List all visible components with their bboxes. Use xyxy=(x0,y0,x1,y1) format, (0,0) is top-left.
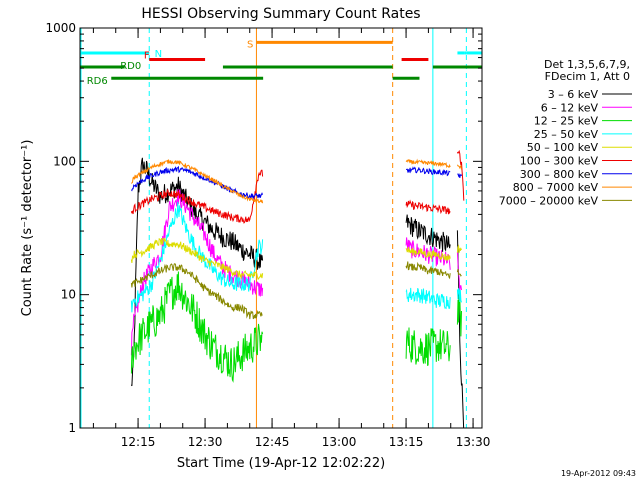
plot-frame xyxy=(79,27,483,429)
flag-label-F: F xyxy=(144,51,150,62)
legend-label: 800 – 7000 keV xyxy=(513,181,599,194)
series-segment xyxy=(456,268,462,277)
series-25-50keV xyxy=(130,201,462,313)
legend-label: 3 – 6 keV xyxy=(548,88,599,101)
series-segment xyxy=(130,165,264,199)
series-segment xyxy=(131,159,264,204)
chart-title: HESSI Observing Summary Count Rates xyxy=(141,6,420,22)
flag-label-N: N xyxy=(155,49,162,60)
legend-label: 25 – 50 keV xyxy=(534,128,599,141)
series-100-300keV xyxy=(130,149,465,224)
series-segment xyxy=(405,287,451,310)
legend-header: Det 1,3,5,6,7,9, xyxy=(544,58,630,71)
series-segment xyxy=(456,164,462,170)
timestamp: 19-Apr-2012 09:43 xyxy=(561,469,636,478)
legend-label: 12 – 25 keV xyxy=(534,115,599,128)
series-segment xyxy=(457,173,462,178)
series-segment xyxy=(130,271,264,383)
x-tick-label: 13:30 xyxy=(456,435,491,449)
series-segment xyxy=(406,166,451,177)
legend-label: 6 – 12 keV xyxy=(541,101,599,114)
series-segment xyxy=(405,214,451,252)
series-segment xyxy=(456,244,462,253)
series-segment xyxy=(456,288,462,303)
y-tick-label: 100 xyxy=(53,154,76,168)
y-tick-label: 1000 xyxy=(45,21,76,35)
series-segment xyxy=(405,199,451,215)
series-segment xyxy=(405,261,451,280)
flag-bars: NF S RD0 RD6 xyxy=(80,39,482,87)
series-segment xyxy=(405,327,451,367)
series-group xyxy=(130,149,465,428)
legend-label: 300 – 800 keV xyxy=(520,168,599,181)
series-segment xyxy=(405,158,451,169)
x-tick-label: 12:45 xyxy=(255,435,290,449)
series-300-800keV xyxy=(130,165,462,199)
series-segment xyxy=(130,169,264,224)
series-7000-20000keV xyxy=(130,261,462,320)
series-segment xyxy=(130,263,263,320)
x-tick-label: 13:15 xyxy=(389,435,424,449)
x-tick-label: 12:15 xyxy=(121,435,156,449)
y-tick-label: 10 xyxy=(61,288,76,302)
mode-change-lines xyxy=(80,28,467,428)
flag-label-RD6: RD6 xyxy=(87,76,108,87)
flag-label-S: S xyxy=(247,39,253,50)
flag-label-RD0: RD0 xyxy=(120,61,141,72)
legend-header: FDecim 1, Att 0 xyxy=(545,70,630,83)
series-segment xyxy=(456,149,465,201)
x-tick-label: 13:00 xyxy=(322,435,357,449)
x-tick-label: 12:30 xyxy=(188,435,223,449)
legend-label: 100 – 300 keV xyxy=(520,155,599,168)
series-6-12keV xyxy=(130,189,462,356)
y-axis-label: Count Rate (s⁻¹ detector⁻¹) xyxy=(20,140,35,317)
series-800-7000keV xyxy=(131,158,462,204)
legend: Det 1,3,5,6,7,9,FDecim 1, Att 0 3 – 6 keV… xyxy=(499,58,632,207)
series-segment xyxy=(456,251,462,292)
x-axis-ticks: 12:15 12:30 12:45 13:00 13:15 13:30 xyxy=(92,28,491,449)
series-segment xyxy=(130,157,264,387)
y-axis-ticks: 1 10 100 1000 xyxy=(45,21,482,435)
series-12-25keV xyxy=(130,271,462,383)
series-segment xyxy=(405,247,451,261)
legend-label: 7000 – 20000 keV xyxy=(499,194,599,207)
series-50-100keV xyxy=(130,237,462,280)
series-segment xyxy=(130,201,264,313)
series-segment xyxy=(130,237,264,280)
x-axis-label: Start Time (19-Apr-12 12:02:22) xyxy=(177,456,385,471)
y-tick-label: 1 xyxy=(68,421,76,435)
legend-label: 50 – 100 keV xyxy=(527,141,599,154)
